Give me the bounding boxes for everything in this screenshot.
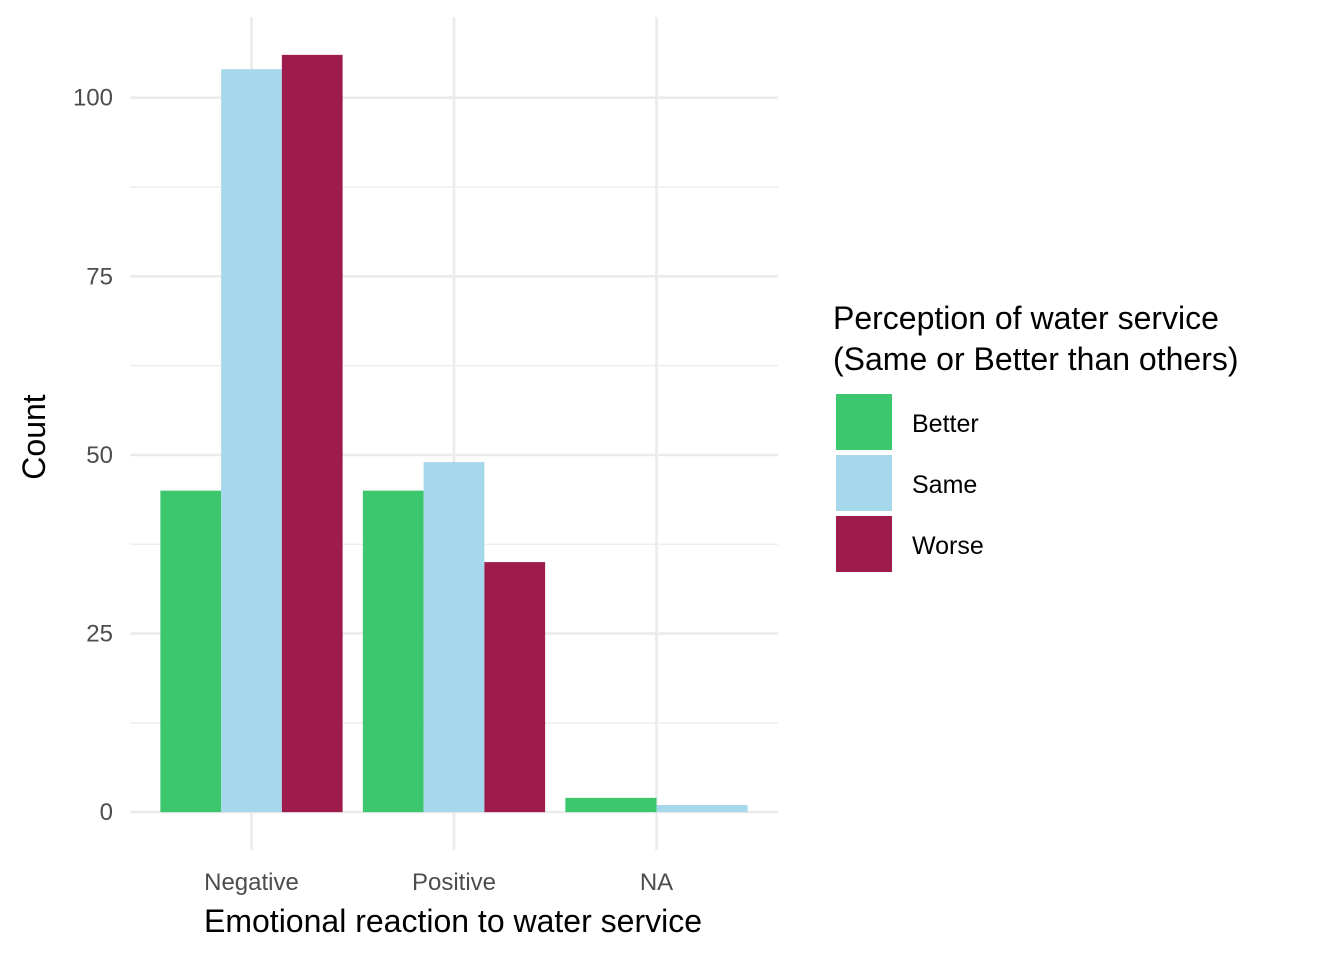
legend-title-line2: (Same or Better than others)	[833, 341, 1239, 377]
x-tick-label: Negative	[204, 869, 299, 896]
bar-negative-same	[221, 69, 282, 813]
y-tick-label: 50	[86, 442, 113, 469]
y-tick-label: 100	[73, 85, 113, 112]
legend: Perception of water service (Same or Bet…	[833, 300, 1239, 572]
bar-na-same	[656, 804, 748, 813]
x-tick-label: Positive	[412, 869, 496, 896]
legend-key-better	[836, 394, 892, 450]
y-axis-ticks: 0 25 50 75 100	[73, 85, 113, 826]
y-tick-label: 75	[86, 263, 113, 290]
bar-positive-worse	[484, 562, 546, 813]
bar-positive-better	[362, 490, 424, 813]
y-tick-label: 25	[86, 621, 113, 648]
legend-key-same	[836, 455, 892, 511]
x-tick-label: NA	[640, 869, 673, 896]
legend-label-worse: Worse	[912, 532, 984, 560]
legend-label-same: Same	[912, 471, 977, 499]
y-axis-title: Count	[16, 394, 52, 480]
legend-title-line1: Perception of water service	[833, 300, 1219, 336]
bar-negative-better	[160, 490, 222, 813]
x-axis-ticks: Negative Positive NA	[204, 869, 673, 896]
y-tick-label: 0	[100, 799, 113, 826]
legend-items: Better Same Worse	[836, 394, 984, 572]
bar-na-better	[565, 797, 657, 813]
bars	[160, 54, 748, 813]
bar-positive-same	[423, 462, 485, 813]
bar-negative-worse	[281, 54, 343, 813]
legend-key-worse	[836, 516, 892, 572]
x-axis-title: Emotional reaction to water service	[204, 903, 702, 939]
legend-label-better: Better	[912, 410, 979, 438]
